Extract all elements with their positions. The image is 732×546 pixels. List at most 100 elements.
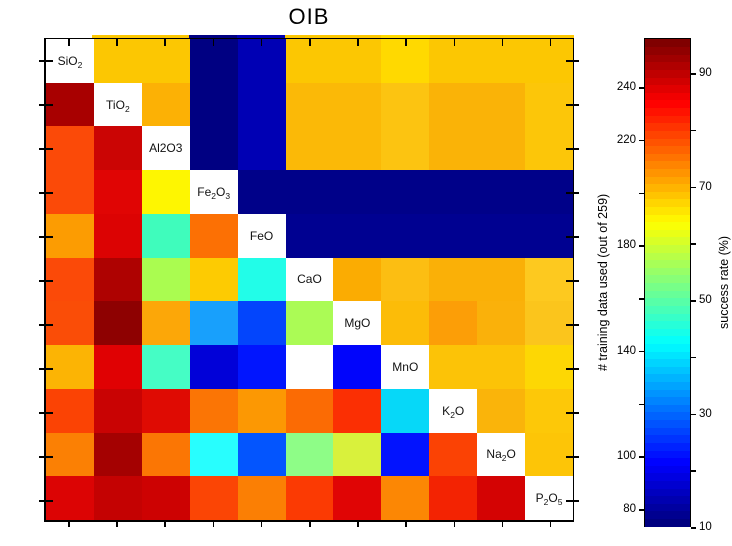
variable-label: CaO	[297, 272, 322, 287]
y-tick-right-out	[574, 324, 579, 326]
x-tick-top	[68, 39, 70, 46]
y-tick-left-out	[39, 148, 44, 150]
diagonal-label-cell: MgO	[333, 301, 382, 346]
diagonal-label-cell: Al2O3	[141, 126, 190, 171]
colorbar-band	[645, 381, 690, 390]
heatmap-cell	[333, 82, 382, 127]
sliver-segment	[429, 35, 478, 38]
colorbar-tick-right	[691, 243, 696, 245]
y-tick-left-out	[39, 324, 44, 326]
y-tick-right	[566, 324, 573, 326]
heatmap-cell	[141, 432, 190, 477]
colorbar-band	[645, 252, 690, 261]
heatmap-cell	[381, 301, 430, 346]
colorbar-band	[645, 350, 690, 360]
colorbar-tick-label: 80	[623, 503, 636, 515]
sliver-segment	[140, 35, 189, 38]
variable-label: K2O	[442, 403, 465, 420]
heatmap-cell	[333, 39, 382, 83]
heatmap-cell	[237, 257, 286, 302]
heatmap-cell	[141, 170, 190, 214]
heatmap-cell	[46, 82, 94, 127]
heatmap-cell	[477, 257, 526, 302]
sliver-segment	[381, 35, 430, 38]
heatmap-cell	[381, 388, 430, 433]
colorbar-tick-left	[639, 403, 644, 405]
x-tick-bottom	[357, 522, 359, 527]
y-tick-left-out	[39, 192, 44, 194]
colorbar-band	[645, 274, 690, 284]
x-tick-bottom	[212, 522, 215, 527]
sliver-segment	[477, 35, 526, 38]
colorbar-tick-left	[639, 509, 644, 511]
colorbar-band	[645, 282, 690, 291]
colorbar-band	[645, 107, 690, 116]
heatmap-cell	[141, 39, 190, 83]
heatmap-cell	[477, 126, 526, 171]
colorbar-tick-left	[639, 139, 644, 142]
heatmap-cell	[46, 476, 94, 520]
x-tick-top	[501, 39, 504, 46]
y-tick-right	[566, 500, 573, 502]
colorbar-band	[645, 290, 690, 299]
x-tick-top	[549, 39, 552, 46]
heatmap-cell	[429, 126, 478, 171]
heatmap-cell	[381, 170, 430, 214]
variable-label: SiO2	[57, 53, 83, 70]
colorbar-band	[645, 221, 690, 230]
colorbar-band	[645, 472, 690, 481]
colorbar-tick-right	[691, 73, 696, 75]
y-tick-left	[46, 412, 53, 414]
colorbar-band	[645, 480, 690, 489]
colorbar-tick-right	[691, 470, 696, 472]
heatmap-cell	[285, 170, 334, 214]
variable-label: MnO	[392, 359, 419, 374]
heatmap-cell	[93, 388, 142, 433]
colorbar-tick-label: 70	[699, 180, 712, 193]
diagonal-label-cell: SiO2	[46, 39, 94, 83]
heatmap-cell	[477, 213, 526, 258]
heatmap-cell	[477, 388, 526, 433]
y-tick-left-out	[39, 280, 44, 282]
colorbar-band	[645, 320, 690, 329]
colorbar-band	[645, 175, 690, 185]
colorbar-band	[645, 396, 690, 405]
colorbar-band	[645, 510, 690, 519]
heatmap-cell	[189, 345, 238, 389]
colorbar-band	[645, 297, 690, 306]
diagonal-label-cell: TiO2	[93, 82, 142, 127]
heatmap-cell	[46, 301, 94, 346]
colorbar-band	[645, 518, 690, 527]
heatmap-cell	[285, 476, 334, 520]
colorbar-band	[645, 358, 690, 367]
colorbar-band	[645, 77, 690, 86]
heatmap-cell	[285, 82, 334, 127]
y-tick-left	[46, 236, 53, 238]
colorbar-tick-label: 10	[699, 521, 712, 533]
colorbar-band	[645, 312, 690, 322]
heatmap-cell	[46, 126, 94, 171]
colorbar-tick-right	[691, 300, 696, 302]
y-tick-right	[566, 236, 573, 238]
colorbar-band	[645, 84, 690, 93]
x-tick-top	[405, 39, 407, 46]
colorbar-tick-right	[691, 129, 696, 132]
variable-label: FeO	[249, 228, 274, 243]
heatmap-cell	[93, 39, 142, 83]
y-tick-left-out	[39, 104, 44, 106]
colorbar-band	[645, 419, 690, 428]
colorbar-tick-left	[639, 456, 644, 458]
colorbar-band	[645, 236, 690, 246]
diagonal-label-cell: P2O5	[525, 476, 573, 520]
colorbar-tick-label: 240	[616, 81, 636, 93]
colorbar-band	[645, 69, 690, 78]
y-tick-left-out	[39, 412, 44, 414]
heatmap-cell	[525, 301, 573, 346]
heatmap-cell	[237, 388, 286, 433]
sliver-segment	[188, 35, 237, 38]
colorbar-band	[645, 46, 690, 55]
colorbar-band	[645, 503, 690, 512]
colorbar-band	[645, 259, 690, 268]
heatmap-cell	[429, 213, 478, 258]
y-tick-left	[46, 104, 53, 106]
